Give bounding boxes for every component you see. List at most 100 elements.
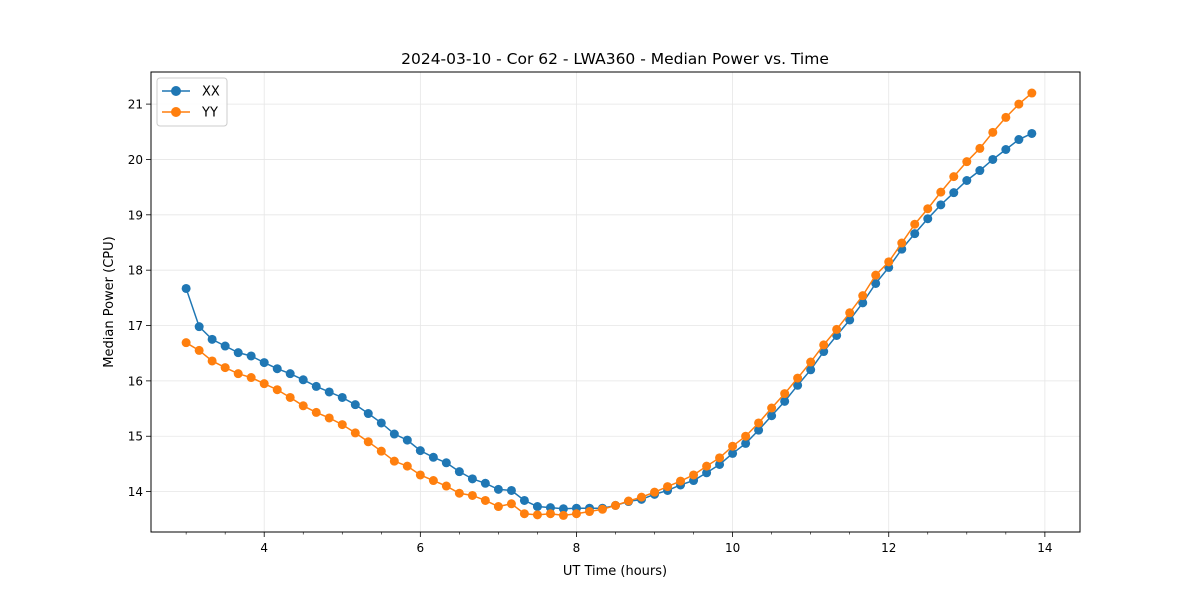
data-point-xx xyxy=(871,278,881,288)
x-tick-label: 4 xyxy=(260,541,268,555)
data-point-yy xyxy=(493,502,503,512)
data-point-yy xyxy=(246,373,256,383)
data-point-xx xyxy=(910,229,920,239)
data-point-xx xyxy=(923,214,933,224)
data-point-yy xyxy=(350,428,360,438)
data-point-yy xyxy=(624,496,634,506)
data-point-xx xyxy=(350,400,360,410)
x-axis: 4 6 8 10 12 14 xyxy=(185,532,1053,555)
data-point-yy xyxy=(480,495,490,505)
data-point-yy xyxy=(910,219,920,229)
data-point-yy xyxy=(441,481,451,491)
data-point-yy xyxy=(962,157,972,167)
data-point-yy xyxy=(663,482,673,492)
data-point-xx xyxy=(493,484,503,494)
data-point-yy xyxy=(311,407,321,417)
data-point-yy xyxy=(324,413,334,423)
data-point-xx xyxy=(415,446,425,456)
data-point-yy xyxy=(194,345,204,355)
data-point-yy xyxy=(611,500,620,510)
data-point-yy xyxy=(897,238,907,248)
data-point-yy xyxy=(1027,88,1037,98)
y-axis-label: Median Power (CPU) xyxy=(102,236,117,367)
data-point-xx xyxy=(741,438,751,448)
data-point-xx xyxy=(454,467,464,477)
data-point-yy xyxy=(780,389,790,399)
data-point-yy xyxy=(754,418,764,428)
data-point-yy xyxy=(233,369,243,379)
data-point-xx xyxy=(194,322,204,332)
data-point-yy xyxy=(532,510,542,520)
y-axis: 14 15 16 17 18 19 20 21 xyxy=(128,98,151,499)
data-point-xx xyxy=(311,381,321,391)
data-point-xx xyxy=(754,425,764,435)
data-point-yy xyxy=(506,499,516,509)
data-point-yy xyxy=(845,308,855,318)
data-point-xx xyxy=(220,341,230,351)
data-point-yy xyxy=(519,509,529,519)
data-point-xx xyxy=(181,283,191,293)
data-point-yy xyxy=(741,431,751,441)
legend-label-yy: YY xyxy=(201,106,218,121)
data-point-xx xyxy=(441,458,451,468)
y-tick-label: 16 xyxy=(128,374,143,388)
data-point-yy xyxy=(858,291,868,301)
data-point-xx xyxy=(975,166,985,176)
data-point-yy xyxy=(337,420,347,430)
data-point-xx xyxy=(298,375,308,385)
data-point-yy xyxy=(936,187,946,197)
data-point-yy xyxy=(207,356,217,366)
data-point-xx xyxy=(532,502,542,512)
data-point-yy xyxy=(571,509,581,519)
data-point-yy xyxy=(259,379,269,389)
data-point-yy xyxy=(285,392,295,402)
y-tick-label: 19 xyxy=(128,208,143,222)
data-point-xx xyxy=(949,188,959,198)
data-point-yy xyxy=(1014,99,1024,109)
x-tick-label: 6 xyxy=(417,541,425,555)
data-point-xx xyxy=(246,351,256,361)
data-point-xx xyxy=(428,452,438,462)
y-tick-label: 15 xyxy=(128,430,143,444)
data-point-xx xyxy=(389,429,399,439)
data-point-xx xyxy=(806,365,816,375)
x-tick-label: 12 xyxy=(881,541,896,555)
data-point-xx xyxy=(467,474,477,484)
data-point-yy xyxy=(272,385,282,395)
data-point-xx xyxy=(324,387,334,397)
data-point-yy xyxy=(402,461,412,471)
data-point-xx xyxy=(480,478,490,488)
data-point-yy xyxy=(298,401,308,411)
data-point-yy xyxy=(767,403,777,413)
data-point-yy xyxy=(545,509,555,519)
data-point-xx xyxy=(207,334,217,344)
data-point-xx xyxy=(402,435,412,445)
data-point-yy xyxy=(715,453,725,463)
data-point-xx xyxy=(702,468,712,478)
data-point-xx xyxy=(767,411,777,421)
plot-series xyxy=(181,88,1037,520)
data-point-xx xyxy=(962,175,972,185)
data-point-yy xyxy=(871,270,881,280)
data-point-yy xyxy=(676,476,686,486)
data-point-yy xyxy=(689,470,699,480)
data-point-yy xyxy=(1001,112,1011,122)
data-point-yy xyxy=(181,338,191,348)
data-point-yy xyxy=(988,127,998,137)
data-point-yy xyxy=(363,437,373,447)
data-point-xx xyxy=(272,364,282,374)
data-point-xx xyxy=(1014,135,1024,145)
data-point-xx xyxy=(363,409,373,419)
data-point-xx xyxy=(233,348,243,358)
data-point-yy xyxy=(949,172,959,182)
legend-label-xx: XX xyxy=(202,85,220,100)
data-point-xx xyxy=(558,504,568,514)
data-point-xx xyxy=(728,448,738,458)
y-tick-label: 14 xyxy=(128,485,143,499)
data-point-yy xyxy=(428,476,438,486)
data-point-yy xyxy=(389,456,399,466)
data-point-xx xyxy=(337,392,347,402)
data-point-yy xyxy=(832,324,842,334)
data-point-yy xyxy=(728,441,738,451)
data-point-xx xyxy=(1001,144,1011,154)
